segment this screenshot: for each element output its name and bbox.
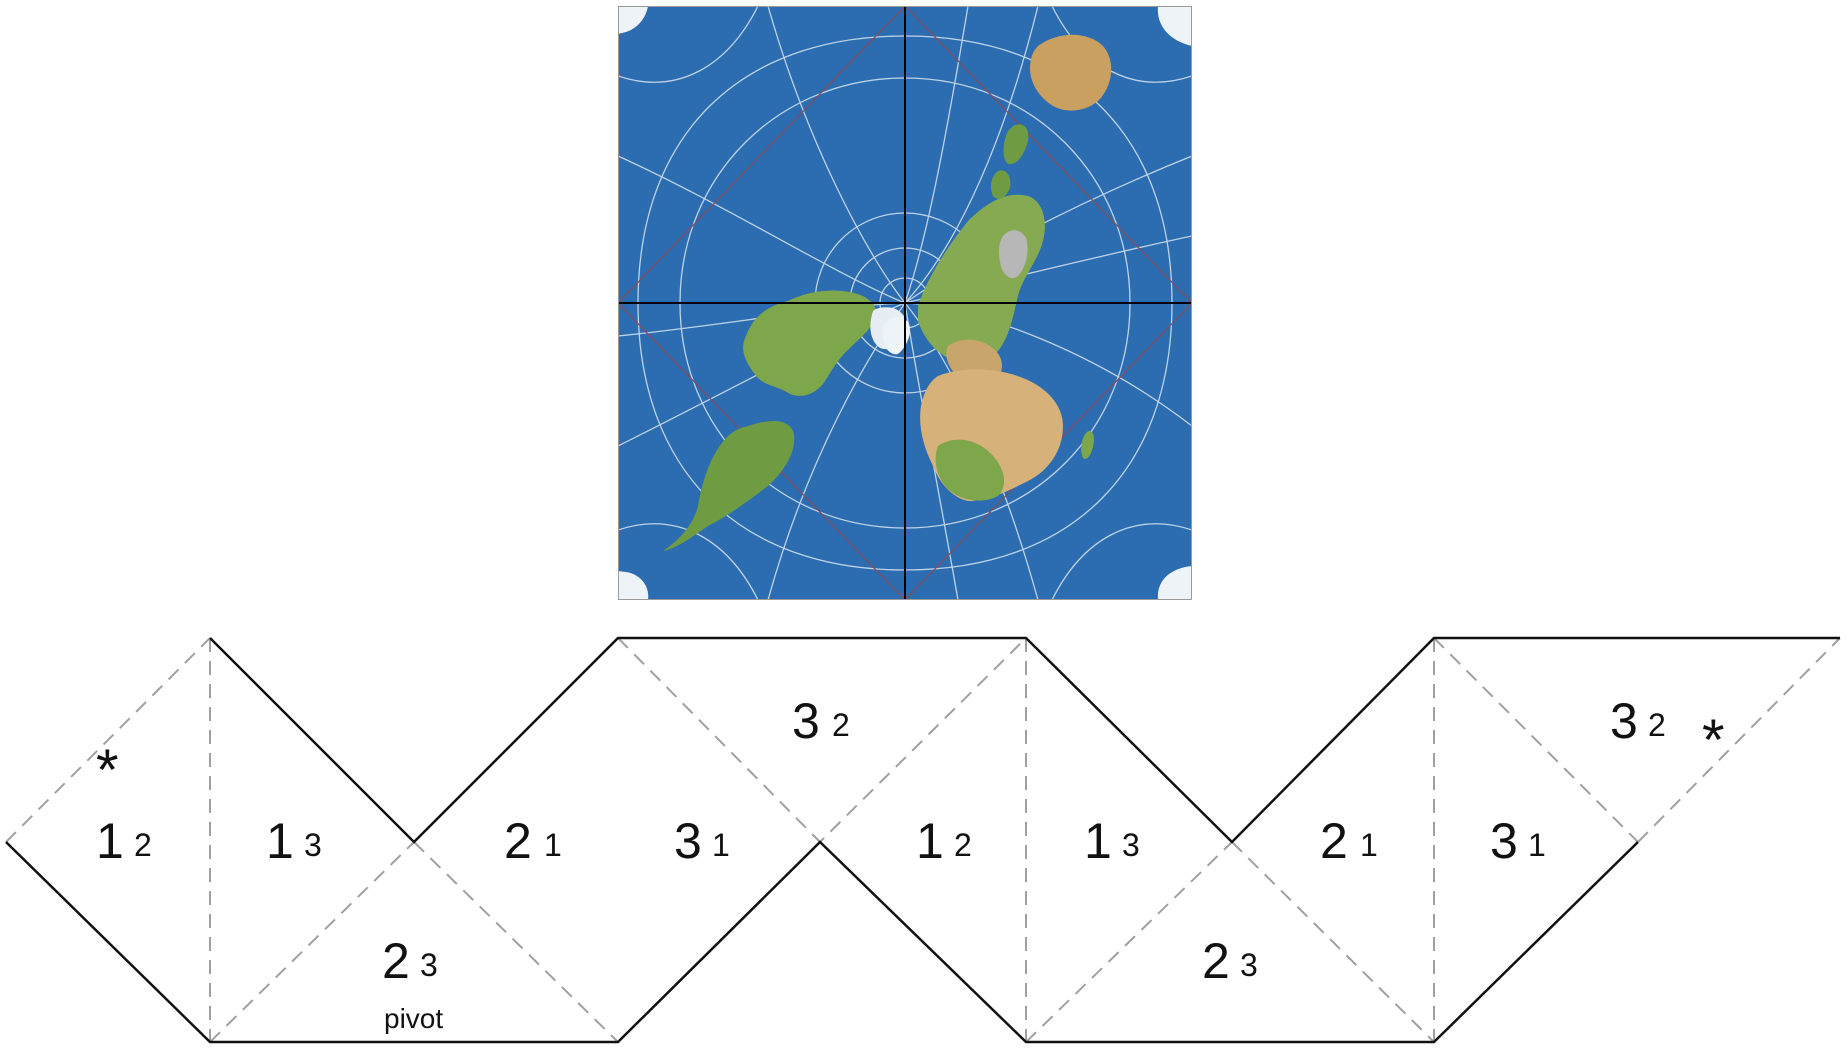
face-number: 1	[916, 813, 944, 869]
arctic-ice	[882, 317, 910, 355]
octahedron-net: 1 2 1 3 2 3 2 1 3 1 3 2	[0, 630, 1846, 1050]
face-number: 1	[96, 813, 124, 869]
map-border	[618, 6, 1192, 600]
face-label-11: 3 1	[1490, 813, 1546, 869]
face-number: 2	[1320, 813, 1348, 869]
face-subscript: 2	[1648, 707, 1666, 743]
antarctica-top-right	[1157, 6, 1192, 46]
net-svg: 1 2 1 3 2 3 2 1 3 1 3 2	[5, 636, 1841, 1044]
face-number: 2	[504, 813, 532, 869]
tibetan-plateau	[999, 230, 1028, 279]
face-subscript: 1	[1528, 827, 1546, 863]
center-axes	[618, 6, 1192, 600]
octahedron-diagonals	[618, 6, 1192, 600]
asterisk-marker-left: *	[96, 738, 119, 803]
face-subscript: 1	[1360, 827, 1378, 863]
face-number: 3	[792, 693, 820, 749]
antarctica-bottom-left	[618, 571, 649, 600]
face-subscript: 2	[832, 707, 850, 743]
face-subscript: 2	[954, 827, 972, 863]
net-outline	[5, 636, 1840, 1044]
asterisk-marker-right: *	[1702, 708, 1725, 773]
madagascar	[1081, 431, 1094, 459]
face-label-3: 2 3	[382, 933, 438, 989]
face-subscript: 3	[1122, 827, 1140, 863]
australia	[1030, 34, 1112, 111]
face-label-7: 1 2	[916, 813, 972, 869]
face-label-10: 2 1	[1320, 813, 1378, 869]
world-map-square	[618, 6, 1192, 600]
face-number: 3	[1490, 813, 1518, 869]
face-subscript: 1	[712, 827, 730, 863]
face-label-1: 1 2	[96, 813, 152, 869]
face-number: 1	[1084, 813, 1112, 869]
pivot-label: pivot	[384, 1003, 443, 1034]
south-america	[663, 421, 795, 551]
face-subscript: 3	[420, 947, 438, 983]
north-america	[743, 290, 877, 396]
antarctica-bottom-right	[1157, 566, 1192, 600]
face-label-2: 1 3	[266, 813, 322, 869]
world-map-svg	[618, 6, 1192, 600]
continents	[618, 6, 1192, 600]
face-number: 2	[1202, 933, 1230, 989]
face-label-12: 3 2	[1610, 693, 1666, 749]
face-number: 2	[382, 933, 410, 989]
face-label-8: 1 3	[1084, 813, 1140, 869]
face-label-5: 3 1	[674, 813, 730, 869]
face-number: 3	[1610, 693, 1638, 749]
face-number: 3	[674, 813, 702, 869]
face-subscript: 1	[544, 827, 562, 863]
antarctica-top-left	[618, 6, 648, 34]
southeast-asia-islands	[990, 124, 1029, 199]
face-label-4: 2 1	[504, 813, 562, 869]
face-number: 1	[266, 813, 294, 869]
africa-forest	[935, 439, 1005, 501]
face-labels: 1 2 1 3 2 3 2 1 3 1 3 2	[96, 693, 1725, 1034]
face-subscript: 3	[304, 827, 322, 863]
face-label-6: 3 2	[792, 693, 850, 749]
face-label-9: 2 3	[1202, 933, 1258, 989]
face-subscript: 2	[134, 827, 152, 863]
face-subscript: 3	[1240, 947, 1258, 983]
